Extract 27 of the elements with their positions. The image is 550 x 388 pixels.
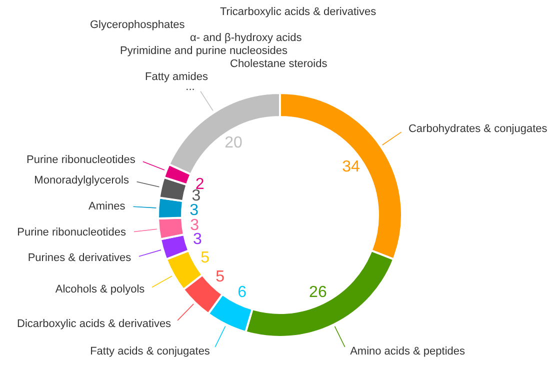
text: Glycerophosphates <box>90 19 186 31</box>
data-label: 3 <box>190 216 200 234</box>
slice-label: Amines <box>88 200 126 212</box>
data-label: 5 <box>216 268 225 286</box>
data-label: 6 <box>238 284 247 302</box>
text: α- and β-hydroxy acids <box>190 32 302 44</box>
slice-label: Purine ribonucleotides <box>26 154 136 166</box>
slice-label: Carbohydrates & conjugates <box>408 123 548 136</box>
text: Tricarboxylic acids & derivatives <box>220 6 377 18</box>
data-label: 26 <box>309 284 327 302</box>
slice-label: Purines & derivatives <box>28 252 132 264</box>
slice-label: Amino acids & peptides <box>350 345 466 358</box>
slice-label: Monoradylglycerols <box>34 174 130 187</box>
slice-label: Purine ribonucleotides <box>17 226 126 238</box>
data-label: 3 <box>192 188 201 205</box>
slice-label: Alcohols & polyols <box>55 284 146 296</box>
slice-label: Dicarboxylic acids & derivatives <box>17 318 172 330</box>
data-label: 34 <box>342 158 360 176</box>
text: Cholestane steroids <box>230 58 328 70</box>
text: Fatty amides <box>145 71 208 83</box>
data-label: 3 <box>193 231 202 248</box>
data-label: 5 <box>200 249 210 266</box>
slice-label: Fatty acids & conjugates <box>90 345 210 358</box>
text: Pyrimidine and purine nucleosides <box>120 45 288 57</box>
data-label: 20 <box>224 134 243 152</box>
slice-label: ... <box>186 81 195 94</box>
data-label: 3 <box>190 202 199 220</box>
